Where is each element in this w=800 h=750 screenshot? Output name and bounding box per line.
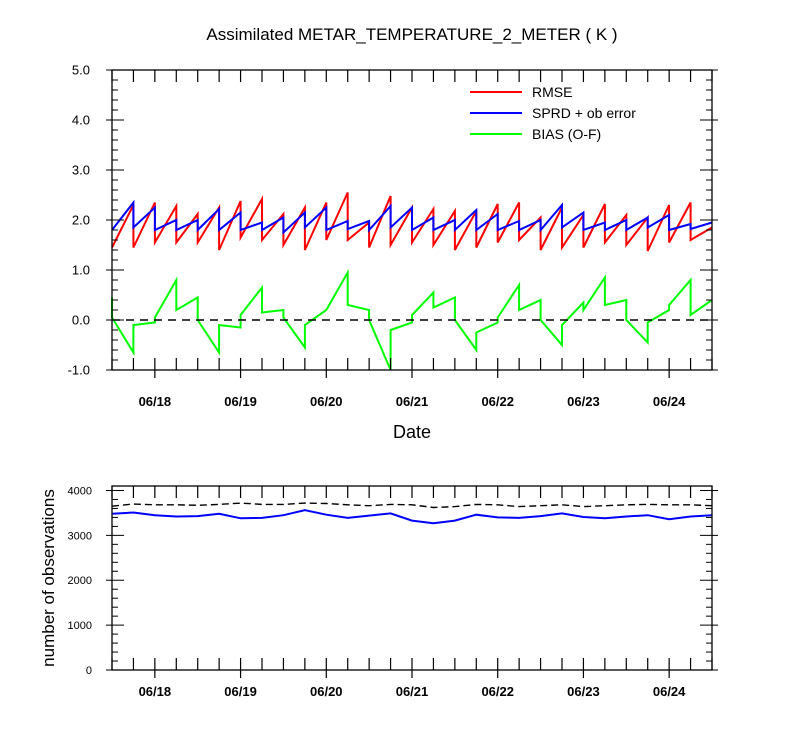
legend-label-rmse: RMSE xyxy=(532,84,572,100)
x-tick-label: 06/21 xyxy=(396,394,429,409)
y-tick-label: 3000 xyxy=(68,530,92,542)
bottom-y-tick-labels: 0 1000 2000 3000 4000 xyxy=(68,485,92,677)
top-plot-frame xyxy=(111,69,713,371)
top-y-tick-labels: -1.0 0.0 1.0 2.0 3.0 4.0 5.0 xyxy=(68,63,90,378)
top-x-tick-labels: 06/18 06/19 06/20 06/21 06/22 06/23 06/24 xyxy=(139,394,687,409)
y-tick-label: 0 xyxy=(86,665,92,677)
top-axis-ticks xyxy=(106,69,718,378)
legend-label-bias-o-f: BIAS (O-F) xyxy=(532,126,601,142)
series-line-assimilated-observations xyxy=(111,509,713,525)
x-tick-label: 06/18 xyxy=(139,684,172,699)
bottom-series-group xyxy=(111,502,713,525)
legend-label-sprd-ob-error: SPRD + ob error xyxy=(532,105,636,121)
y-tick-label: 2.0 xyxy=(72,213,90,228)
x-tick-label: 06/21 xyxy=(396,684,429,699)
y-tick-label: 4.0 xyxy=(72,113,90,128)
x-tick-label: 06/23 xyxy=(567,684,600,699)
x-tick-label: 06/19 xyxy=(224,684,257,699)
bottom-axis-ticks xyxy=(106,486,718,678)
series-line-possible-observations xyxy=(111,502,713,509)
y-tick-label: 3.0 xyxy=(72,163,90,178)
x-tick-label: 06/22 xyxy=(481,394,514,409)
x-tick-label: 06/23 xyxy=(567,394,600,409)
y-tick-label: 1000 xyxy=(68,620,92,632)
y-axis-label-observations: number of observations xyxy=(39,489,58,667)
chart-title: Assimilated METAR_TEMPERATURE_2_METER ( … xyxy=(206,25,617,44)
bottom-plot-frame xyxy=(111,485,713,671)
y-tick-label: 4000 xyxy=(68,485,92,497)
x-tick-label: 06/22 xyxy=(481,684,514,699)
x-tick-label: 06/20 xyxy=(310,684,343,699)
x-tick-label: 06/24 xyxy=(653,684,686,699)
series-line-sprd-ob-error xyxy=(111,199,713,235)
y-tick-label: 2000 xyxy=(68,575,92,587)
x-tick-label: 06/24 xyxy=(653,394,686,409)
y-tick-label: 1.0 xyxy=(72,263,90,278)
x-tick-label: 06/19 xyxy=(224,394,257,409)
rmse-spread-bias-chart: Assimilated METAR_TEMPERATURE_2_METER ( … xyxy=(68,25,718,442)
y-tick-label: 5.0 xyxy=(72,63,90,78)
legend: RMSE SPRD + ob error BIAS (O-F) xyxy=(470,84,636,142)
bottom-x-tick-labels: 06/18 06/19 06/20 06/21 06/22 06/23 06/24 xyxy=(139,684,687,699)
y-tick-label: -1.0 xyxy=(68,363,90,378)
x-axis-label: Date xyxy=(393,422,431,442)
y-tick-label: 0.0 xyxy=(72,313,90,328)
x-tick-label: 06/18 xyxy=(139,394,172,409)
x-tick-label: 06/20 xyxy=(310,394,343,409)
series-line-bias-o-f xyxy=(111,268,713,371)
top-series-group xyxy=(111,192,713,371)
